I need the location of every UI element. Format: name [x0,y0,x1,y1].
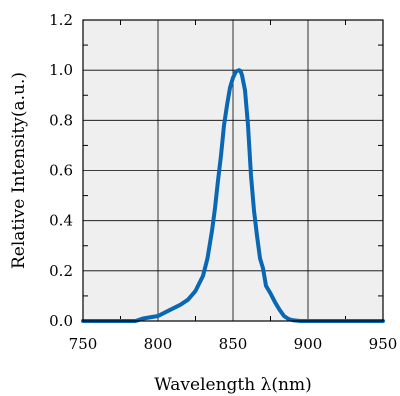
intensity-curve [81,68,385,323]
x-tick-label: 900 [294,335,323,353]
x-axis-title: Wavelength λ(nm) [154,375,311,395]
x-tick-label: 750 [69,335,98,353]
y-tick-label: 1.2 [49,11,73,29]
x-tick-label: 800 [144,335,173,353]
y-tick-labels: 0.0 0.2 0.4 0.6 0.8 1.0 1.2 [49,11,73,330]
y-tick-label: 0.2 [49,262,73,280]
y-tick-label: 0.6 [49,162,73,180]
y-tick-label: 0.4 [49,212,73,230]
y-tick-label: 0.0 [49,312,73,330]
x-tick-label: 850 [219,335,248,353]
y-tick-label: 1.0 [49,61,73,79]
x-tick-label: 950 [369,335,398,353]
y-axis-title: Relative Intensity(a.u.) [9,72,29,269]
y-tick-label: 0.8 [49,111,73,129]
x-tick-labels: 750 800 850 900 950 [69,335,398,353]
plot-frame [82,19,384,322]
grid-lines [83,20,383,321]
